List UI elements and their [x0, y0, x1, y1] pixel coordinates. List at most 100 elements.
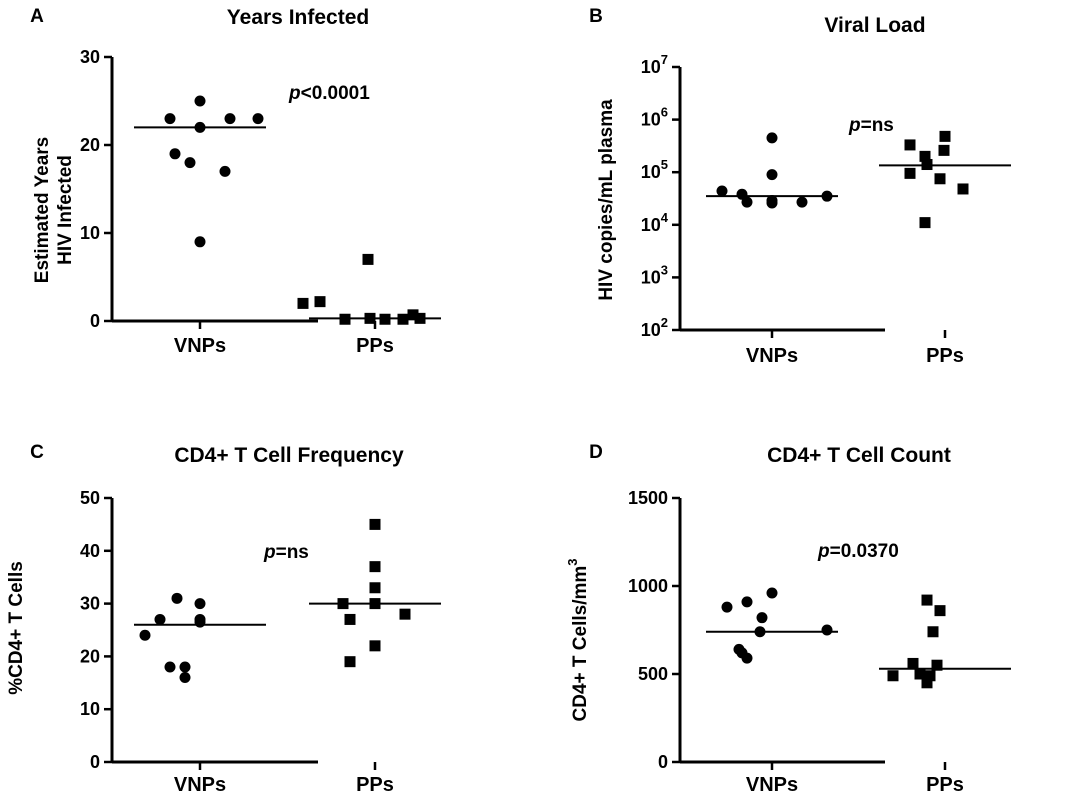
data-point-circle	[179, 672, 191, 684]
y-tick-label: 1000	[628, 576, 668, 596]
y-axis-label-line: Estimated Years	[32, 137, 53, 283]
data-point-circle	[716, 185, 728, 197]
y-axis-label: HIV copies/mL plasma	[596, 99, 617, 301]
y-axis-label-text: CD4+ T Cells/mm	[570, 566, 591, 722]
data-point-square	[364, 312, 376, 324]
data-point-circle	[164, 661, 176, 673]
p-rest: =ns	[276, 542, 309, 563]
data-point-square	[919, 150, 931, 162]
chart-title: Viral Load	[824, 14, 925, 37]
data-point-circle	[821, 624, 833, 636]
data-point-square	[369, 518, 381, 530]
data-point-circle	[736, 188, 748, 200]
data-point-square	[297, 297, 309, 309]
panel-letter: A	[30, 6, 44, 27]
panel-letter: C	[30, 442, 44, 463]
data-point-square	[369, 582, 381, 594]
y-tick-label: 20	[80, 646, 100, 666]
y-tick-label: 106	[641, 105, 668, 130]
y-tick-label: 0	[90, 752, 100, 772]
tick-exponent: 3	[661, 262, 668, 277]
y-axis-label: Estimated Years HIV Infected	[32, 137, 76, 283]
y-tick-label: 0	[90, 311, 100, 331]
category-label: VNPs	[174, 335, 226, 357]
data-point-circle	[169, 148, 181, 160]
p-rest: =ns	[861, 115, 894, 136]
data-point-circle	[179, 661, 191, 673]
data-point-square	[339, 313, 351, 325]
panel-letter: B	[589, 6, 603, 27]
tick-exponent: 4	[661, 210, 669, 225]
data-point-square	[369, 598, 381, 610]
category-label: VNPs	[746, 345, 798, 367]
p-italic: p	[263, 542, 276, 563]
tick-base: 10	[641, 110, 661, 130]
data-point-circle	[194, 95, 206, 107]
panel-A: A Years Infected 0 10 20 30 VNPs PPs Estimated Y…	[30, 6, 441, 357]
data-point-circle	[721, 601, 733, 613]
panel-letter: D	[589, 442, 603, 463]
data-point-circle	[766, 587, 778, 599]
category-label: PPs	[356, 774, 394, 796]
data-point-square	[344, 613, 356, 625]
y-tick-label: 10	[80, 223, 100, 243]
data-point-circle	[741, 652, 753, 664]
data-point-square	[362, 253, 374, 265]
chart-title: CD4+ T Cell Frequency	[174, 444, 404, 467]
data-point-circle	[766, 132, 778, 144]
tick-base: 10	[641, 162, 661, 182]
y-tick-label: 103	[641, 262, 668, 287]
data-point-circle	[252, 113, 264, 125]
p-value-annotation: p=ns	[263, 542, 309, 563]
tick-exponent: 5	[661, 157, 668, 172]
data-point-circle	[164, 113, 176, 125]
tick-exponent: 6	[661, 105, 668, 120]
p-italic: p	[848, 115, 861, 136]
data-point-square	[927, 626, 939, 638]
category-label: PPs	[356, 335, 394, 357]
y-tick-label: 50	[80, 488, 100, 508]
category-label: PPs	[926, 774, 964, 796]
y-axis-label: CD4+ T Cells/mm3	[565, 559, 591, 722]
panel-D: D CD4+ T Cell Count 0 500 1000 1500 VNPs PPs CD4…	[565, 442, 1011, 796]
y-tick-label: 1500	[628, 488, 668, 508]
data-point-square	[369, 561, 381, 573]
data-point-square	[921, 677, 933, 689]
data-point-circle	[194, 121, 206, 133]
y-tick-label: 107	[641, 52, 668, 77]
data-point-square	[887, 670, 899, 682]
panel-C: C CD4+ T Cell Frequency 0 10 20 30 40 50 VNPs PPs…	[6, 442, 441, 796]
y-axis-label-superscript: 3	[565, 559, 580, 566]
data-point-square	[907, 657, 919, 669]
y-tick-label: 105	[641, 157, 668, 182]
p-rest: <0.0001	[301, 83, 371, 104]
data-point-circle	[766, 169, 778, 181]
tick-base: 10	[641, 215, 661, 235]
p-value-annotation: p=0.0370	[817, 541, 899, 562]
data-point-square	[957, 183, 969, 195]
data-point-circle	[194, 236, 206, 248]
data-point-circle	[741, 196, 753, 208]
chart-title: CD4+ T Cell Count	[767, 444, 951, 467]
data-point-square	[337, 598, 349, 610]
p-rest: =0.0370	[830, 541, 899, 562]
data-point-circle	[796, 196, 808, 208]
p-italic: p	[817, 541, 830, 562]
data-point-circle	[139, 629, 151, 641]
data-point-square	[934, 605, 946, 617]
data-point-square	[407, 309, 419, 321]
data-point-square	[921, 159, 933, 171]
category-label: VNPs	[174, 774, 226, 796]
data-point-square	[397, 313, 409, 325]
y-tick-label: 500	[638, 664, 668, 684]
data-point-square	[904, 167, 916, 179]
p-value-annotation: p<0.0001	[288, 83, 370, 104]
tick-exponent: 2	[661, 315, 668, 330]
tick-base: 10	[641, 57, 661, 77]
data-point-square	[369, 640, 381, 652]
y-tick-label: 10	[80, 699, 100, 719]
y-axis-label: %CD4+ T Cells	[6, 561, 27, 695]
data-point-square	[414, 312, 426, 324]
